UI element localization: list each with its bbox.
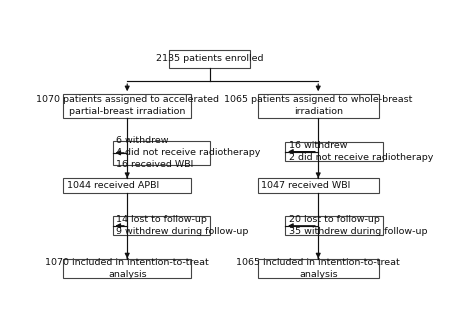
FancyBboxPatch shape bbox=[258, 258, 379, 278]
Text: 1065 included in intention-to-treat
analysis: 1065 included in intention-to-treat anal… bbox=[237, 258, 400, 279]
FancyBboxPatch shape bbox=[112, 216, 210, 235]
Text: 6 withdrew
4 did not receive radiotherapy
16 received WBI: 6 withdrew 4 did not receive radiotherap… bbox=[116, 136, 261, 169]
Text: 14 lost to follow-up
9 withdrew during follow-up: 14 lost to follow-up 9 withdrew during f… bbox=[116, 215, 248, 236]
FancyBboxPatch shape bbox=[169, 50, 250, 68]
FancyBboxPatch shape bbox=[63, 258, 191, 278]
FancyBboxPatch shape bbox=[63, 94, 191, 117]
Text: 16 withdrew
2 did not receive radiotherapy: 16 withdrew 2 did not receive radiothera… bbox=[289, 141, 433, 162]
Text: 1047 received WBI: 1047 received WBI bbox=[261, 181, 351, 190]
FancyBboxPatch shape bbox=[258, 178, 379, 193]
Text: 1065 patients assigned to whole-breast
irradiation: 1065 patients assigned to whole-breast i… bbox=[224, 95, 412, 117]
Text: 1070 included in intention-to-treat
analysis: 1070 included in intention-to-treat anal… bbox=[46, 258, 209, 279]
FancyBboxPatch shape bbox=[63, 178, 191, 193]
FancyBboxPatch shape bbox=[112, 141, 210, 165]
Text: 2135 patients enrolled: 2135 patients enrolled bbox=[156, 55, 264, 64]
FancyBboxPatch shape bbox=[285, 142, 383, 161]
Text: 20 lost to follow-up
35 withdrew during follow-up: 20 lost to follow-up 35 withdrew during … bbox=[289, 215, 428, 236]
FancyBboxPatch shape bbox=[258, 94, 379, 117]
Text: 1044 received APBI: 1044 received APBI bbox=[66, 181, 159, 190]
FancyBboxPatch shape bbox=[285, 216, 383, 235]
Text: 1070 patients assigned to accelerated
partial-breast irradiation: 1070 patients assigned to accelerated pa… bbox=[36, 95, 219, 117]
